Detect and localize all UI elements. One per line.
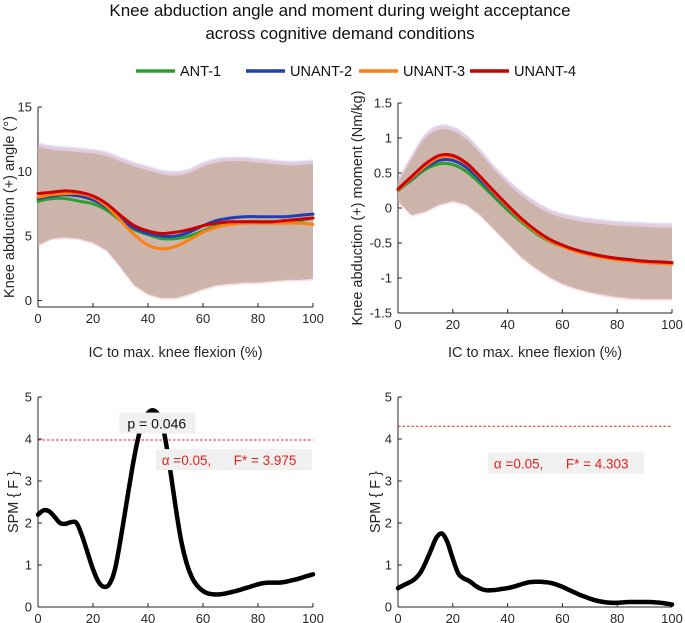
x-tick-label: 0 bbox=[394, 611, 401, 623]
x-tick-label: 60 bbox=[196, 311, 210, 326]
x-tick-label: 40 bbox=[500, 611, 514, 623]
legend-label-unant2: UNANT-2 bbox=[290, 64, 352, 80]
y-tick-label: -1.5 bbox=[370, 306, 392, 321]
p-value-label: p = 0.046 bbox=[127, 416, 186, 432]
x-tick-label: 60 bbox=[555, 317, 569, 332]
x-tick-label: 100 bbox=[661, 611, 683, 623]
x-tick-label: 20 bbox=[86, 311, 100, 326]
alpha-annotation: α =0.05, bbox=[162, 453, 211, 468]
y-tick-label: 0 bbox=[385, 201, 392, 216]
y-tick-label: 2 bbox=[385, 516, 392, 531]
figure-title-line1: Knee abduction angle and moment during w… bbox=[109, 1, 570, 20]
y-tick-label: 0 bbox=[25, 600, 32, 615]
legend: ANT-1 UNANT-2 UNANT-3 UNANT-4 bbox=[136, 64, 576, 80]
y-tick-label: 5 bbox=[25, 390, 32, 405]
y-tick-label: 2 bbox=[25, 516, 32, 531]
x-tick-label: 0 bbox=[34, 611, 41, 623]
x-tick-label: 100 bbox=[302, 611, 324, 623]
x-tick-label: 80 bbox=[610, 611, 624, 623]
x-tick-label: 20 bbox=[86, 611, 100, 623]
y-tick-label: 5 bbox=[25, 229, 32, 244]
p-value-box bbox=[119, 412, 196, 434]
annotation-box bbox=[487, 452, 644, 474]
fstar-annotation: F* = 4.303 bbox=[566, 456, 629, 471]
alpha-annotation: α =0.05, bbox=[494, 456, 543, 471]
annotation-box bbox=[155, 449, 312, 471]
legend-label-unant4: UNANT-4 bbox=[514, 64, 576, 80]
y-axis-label: SPM { F } bbox=[6, 471, 22, 533]
figure-title-line2: across cognitive demand conditions bbox=[205, 24, 474, 43]
y-tick-label: 3 bbox=[385, 474, 392, 489]
y-tick-label: 4 bbox=[25, 432, 32, 447]
chart-spm-angle: 0 20 40 60 80 100 0 1 2 3 4 5 SPM { F } α =0.05, F* = … bbox=[6, 390, 324, 623]
y-tick-label: 15 bbox=[18, 100, 32, 115]
y-axis-label: Knee abduction (+) moment (Nm/kg) bbox=[350, 91, 366, 326]
y-tick-label: 4 bbox=[385, 432, 392, 447]
x-tick-label: 100 bbox=[661, 317, 683, 332]
y-tick-label: 10 bbox=[18, 164, 32, 179]
x-tick-label: 40 bbox=[500, 317, 514, 332]
x-tick-label: 20 bbox=[446, 317, 460, 332]
chart-knee-abduction-moment: 0 20 40 60 80 100 -1.5 -1 -0.5 0 0.5 1 1.5 IC to max.… bbox=[350, 91, 683, 361]
y-axis-label: SPM { F } bbox=[368, 471, 384, 533]
y-tick-label: -0.5 bbox=[370, 236, 392, 251]
series-line-unant-2 bbox=[36, 193, 315, 238]
x-tick-label: 40 bbox=[141, 611, 155, 623]
chart-spm-moment: 0 20 40 60 80 100 0 1 2 3 4 5 SPM { F } α =0.05, F* = … bbox=[368, 390, 683, 623]
x-tick-label: 20 bbox=[446, 611, 460, 623]
y-axis-label: Knee abduction (+) angle (°) bbox=[2, 116, 18, 298]
y-tick-label: 1 bbox=[25, 558, 32, 573]
y-tick-label: 3 bbox=[25, 474, 32, 489]
legend-label-ant1: ANT-1 bbox=[180, 64, 221, 80]
sd-band-overlap bbox=[38, 147, 313, 298]
fstar-annotation: F* = 3.975 bbox=[234, 453, 297, 468]
y-tick-label: 1 bbox=[385, 131, 392, 146]
x-tick-label: 80 bbox=[610, 317, 624, 332]
x-tick-label: 80 bbox=[251, 311, 265, 326]
y-tick-label: 0 bbox=[25, 293, 32, 308]
x-tick-label: 0 bbox=[34, 311, 41, 326]
x-tick-label: 0 bbox=[394, 317, 401, 332]
y-tick-label: 1.5 bbox=[374, 96, 392, 111]
x-tick-label: 60 bbox=[555, 611, 569, 623]
x-tick-label: 40 bbox=[141, 311, 155, 326]
y-tick-label: -1 bbox=[380, 271, 392, 286]
chart-knee-abduction-angle: 0 20 40 60 80 100 0 5 10 15 IC to max. knee flexio… bbox=[2, 100, 324, 362]
x-tick-label: 100 bbox=[302, 311, 324, 326]
spm-curve bbox=[35, 408, 316, 597]
y-tick-label: 5 bbox=[385, 390, 392, 405]
x-tick-label: 80 bbox=[251, 611, 265, 623]
spm-curve bbox=[395, 531, 675, 607]
y-tick-label: 0.5 bbox=[374, 166, 392, 181]
y-tick-label: 1 bbox=[385, 558, 392, 573]
x-axis-label: IC to max. knee flexion (%) bbox=[88, 345, 262, 361]
series-line-unant-4 bbox=[36, 189, 315, 236]
legend-label-unant3: UNANT-3 bbox=[403, 64, 465, 80]
x-axis-label: IC to max. knee flexion (%) bbox=[448, 345, 622, 361]
series-line-unant-4 bbox=[396, 152, 674, 265]
y-tick-label: 0 bbox=[385, 600, 392, 615]
x-tick-label: 60 bbox=[196, 611, 210, 623]
